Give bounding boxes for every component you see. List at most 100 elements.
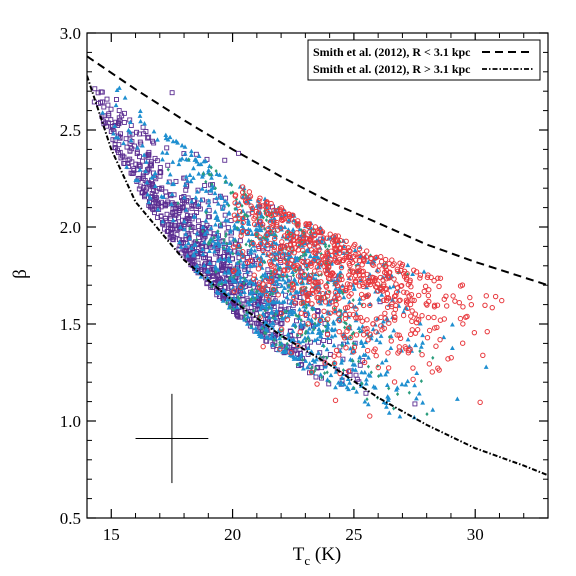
data-point-circle: [401, 289, 407, 295]
data-point-diamond: [352, 386, 356, 391]
data-point-circle: [336, 250, 343, 256]
data-point-circle: [372, 255, 379, 261]
data-point-triangle: [286, 254, 292, 259]
data-point-square: [164, 145, 170, 151]
data-point-triangle: [115, 135, 121, 140]
data-point-diamond: [309, 370, 313, 375]
data-point-triangle: [226, 210, 232, 215]
data-point-diamond: [242, 281, 246, 286]
data-point-triangle: [210, 238, 216, 243]
data-point-circle: [295, 223, 301, 229]
data-point-triangle: [383, 372, 389, 377]
data-point-diamond: [250, 297, 254, 302]
error-bar: [135, 393, 209, 484]
data-point-circle: [352, 241, 358, 248]
data-point-triangle: [379, 292, 385, 297]
data-point-triangle: [208, 225, 214, 230]
data-point-circle: [327, 310, 333, 316]
data-point-circle: [264, 199, 270, 205]
data-point-triangle: [272, 315, 278, 320]
data-point-square: [206, 256, 212, 262]
data-point-triangle: [420, 340, 426, 345]
data-point-diamond: [285, 274, 289, 279]
data-point-triangle: [200, 224, 206, 229]
data-point-square: [283, 292, 288, 298]
data-point-circle: [404, 270, 410, 277]
data-point-diamond: [187, 157, 191, 162]
data-point-diamond: [304, 252, 308, 257]
data-point-circle: [398, 267, 404, 274]
data-point-circle: [356, 246, 363, 252]
data-point-triangle: [302, 275, 307, 281]
data-point-triangle: [200, 251, 206, 257]
data-point-circle: [271, 235, 278, 242]
data-point-triangle: [217, 172, 223, 177]
data-point-triangle: [214, 195, 219, 200]
data-point-circle: [362, 326, 368, 332]
data-point-circle: [392, 302, 399, 309]
data-point-triangle: [253, 226, 259, 232]
data-point-circle: [391, 379, 398, 385]
data-point-triangle: [245, 299, 251, 305]
data-point-diamond: [313, 321, 317, 326]
data-point-circle: [322, 360, 328, 366]
data-point-square: [152, 210, 157, 216]
data-point-circle: [397, 260, 403, 266]
data-point-diamond: [216, 229, 220, 234]
data-point-diamond: [244, 317, 248, 322]
data-point-circle: [457, 315, 464, 322]
y-tick-label: 1.0: [60, 412, 81, 431]
data-point-circle: [257, 234, 263, 240]
data-point-triangle: [235, 250, 241, 256]
data-point-triangle: [420, 332, 426, 338]
data-point-triangle: [385, 397, 391, 402]
data-point-circle: [239, 228, 246, 234]
data-point-circle: [347, 275, 354, 281]
data-point-square: [273, 319, 279, 325]
data-point-diamond: [387, 386, 391, 391]
data-point-triangle: [244, 278, 249, 283]
data-point-square: [255, 321, 261, 326]
data-point-square: [222, 285, 228, 290]
data-point-circle: [400, 270, 407, 277]
data-point-triangle: [213, 263, 218, 269]
data-point-triangle: [274, 241, 279, 246]
data-point-triangle: [192, 157, 198, 162]
data-point-square: [204, 280, 210, 286]
data-point-square: [138, 183, 144, 189]
data-point-diamond: [264, 331, 268, 336]
data-point-triangle: [286, 277, 292, 283]
data-point-triangle: [483, 364, 489, 369]
data-point-circle: [333, 301, 339, 308]
data-point-triangle: [163, 135, 169, 141]
data-point-triangle: [235, 271, 240, 277]
data-point-square: [169, 90, 175, 96]
data-point-square: [165, 162, 171, 168]
data-point-circle: [382, 264, 388, 270]
data-point-circle: [265, 211, 272, 217]
data-point-circle: [375, 364, 381, 371]
data-point-circle: [309, 260, 315, 266]
data-point-circle: [404, 290, 410, 296]
data-point-square: [170, 237, 176, 243]
data-point-circle: [265, 242, 271, 248]
data-point-diamond: [237, 259, 241, 264]
data-point-triangle: [196, 153, 202, 159]
data-point-circle: [244, 229, 251, 236]
data-point-square: [98, 99, 103, 105]
data-point-circle: [421, 288, 427, 295]
data-point-square: [140, 175, 146, 181]
legend-label-1: Smith et al. (2012), R < 3.1 kpc: [313, 45, 471, 59]
data-point-triangle: [181, 194, 187, 200]
data-point-square: [156, 201, 162, 206]
data-point-triangle: [226, 267, 231, 273]
data-point-triangle: [215, 201, 221, 206]
data-point-square: [196, 235, 202, 240]
data-point-triangle: [188, 178, 194, 184]
data-point-diamond: [327, 244, 331, 249]
data-point-circle: [278, 217, 285, 223]
data-point-diamond: [299, 287, 303, 292]
data-point-triangle: [306, 326, 312, 331]
data-point-triangle: [364, 377, 369, 382]
data-point-triangle: [245, 220, 251, 225]
